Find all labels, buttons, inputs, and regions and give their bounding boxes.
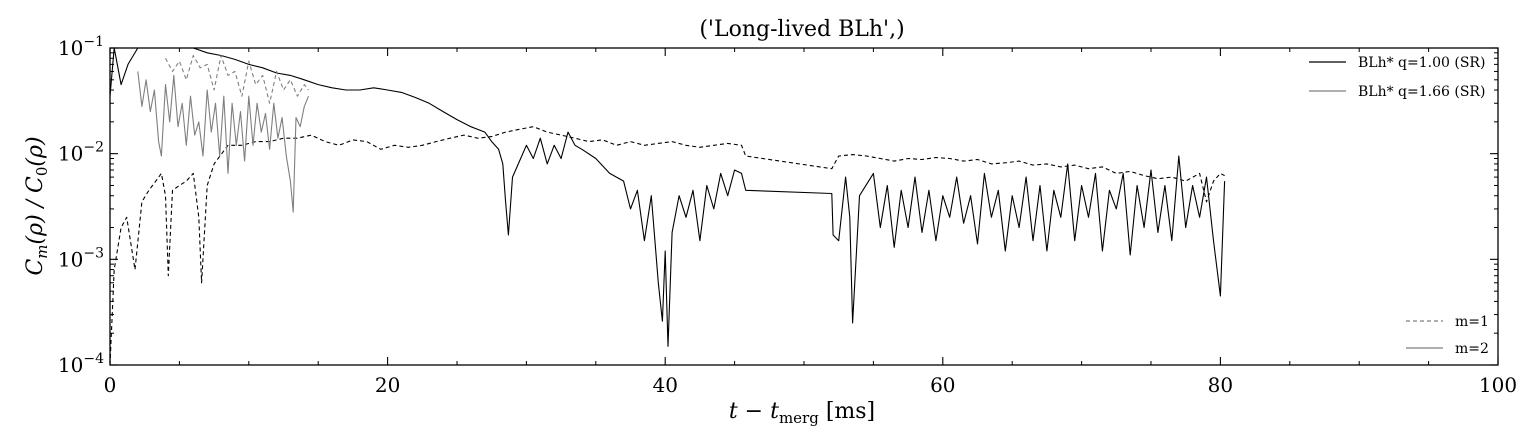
series-layer [110,48,1226,365]
y-tick-label: 10−2 [58,140,104,166]
plot-frame [109,47,1499,366]
x-tick-label: 40 [652,373,677,397]
x-axis-label-sub: merg [779,409,819,427]
x-tick-label: 0 [104,373,117,397]
x-tick-label: 80 [1208,373,1233,397]
legend-model-1-label: BLh* q=1.00 (SR) [1358,55,1485,71]
x-axis-label-main: t − t [729,399,779,424]
chart-title: ('Long-lived BLh',) [699,17,904,42]
y-axis-label-sub: m [33,244,51,258]
x-tick-label: 100 [1479,373,1517,397]
series-line-2 [110,48,1226,347]
legend-modes: m=1 m=2 [1406,314,1489,357]
legend-models: BLh* q=1.00 (SR) BLh* q=1.66 (SR) [1309,55,1485,100]
y-axis-label-end: (ρ) [23,136,48,166]
y-tick-label: 10−4 [58,351,104,377]
series-line-3 [165,54,309,104]
y-axis: 10−4 10−3 10−2 10−1 [58,34,1498,377]
legend-mode-1-label: m=1 [1455,314,1489,330]
x-tick-label: 60 [930,373,955,397]
x-axis: 0 20 40 60 80 100 [104,48,1517,397]
y-axis-label-rest: (ρ) / C [23,176,48,244]
x-axis-label: t − tmerg [ms] [729,399,875,427]
y-axis-label-sub2: 0 [33,167,51,177]
y-axis-label-c: C [23,259,48,276]
series-line-4 [137,71,310,213]
legend-mode-2-label: m=2 [1455,341,1489,357]
y-tick-label: 10−3 [58,245,104,271]
x-axis-label-unit: [ms] [819,399,875,424]
legend-model-2-label: BLh* q=1.66 (SR) [1358,84,1485,100]
y-tick-label: 10−1 [58,34,104,60]
y-axis-label: Cm(ρ) / C0(ρ) [23,136,51,275]
x-tick-label: 20 [375,373,400,397]
